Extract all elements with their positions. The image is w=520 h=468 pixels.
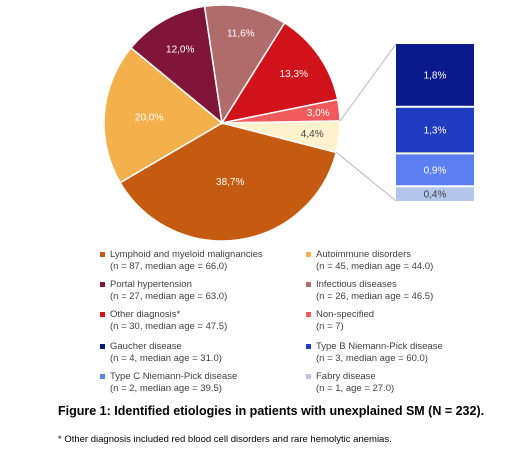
pie-chart: 38,7% 20,0% 12,0% 11,6% 13,3% 3,0% 4,4% 1,8% 1,3… bbox=[103, 4, 474, 242]
figure-footnote: * Other diagnosis included red blood cel… bbox=[58, 434, 392, 445]
legend-label: Lymphoid and myeloid malignancies bbox=[110, 249, 263, 260]
legend-swatch bbox=[100, 374, 105, 379]
legend-label: Type B Niemann-Pick disease bbox=[316, 341, 443, 352]
legend-label: Gaucher disease bbox=[110, 341, 182, 352]
pie-label-portal-hypertension: 12,0% bbox=[166, 45, 194, 56]
legend-detail: (n = 4, median age = 31.0) bbox=[110, 353, 222, 364]
legend-text: Other diagnosis* (n = 30, median age = 47… bbox=[110, 309, 227, 333]
legend-swatch bbox=[306, 312, 311, 317]
figure-caption: Figure 1: Identified etiologies in patie… bbox=[58, 404, 485, 418]
legend-label: Autoimmune disorders bbox=[316, 249, 412, 260]
legend-swatch bbox=[306, 252, 311, 257]
legend-text: Infectious diseases (n = 26, median age =… bbox=[316, 279, 433, 303]
pie-label-autoimmune-disorders: 20,0% bbox=[135, 113, 163, 124]
bar-segment-type-c-niemann-pick-disease bbox=[396, 154, 474, 186]
legend-text: Non-specified (n = 7) bbox=[316, 309, 374, 333]
bar-label-fabry-disease: 0,4% bbox=[424, 190, 447, 201]
connector-line-bottom bbox=[336, 151, 397, 202]
pie-label-lymphoid-and-myeloid-malignancies: 38,7% bbox=[216, 177, 244, 188]
legend-detail: (n = 30, median age = 47.5) bbox=[110, 321, 228, 332]
connector-line-top bbox=[339, 43, 397, 122]
legend-detail: (n = 3, median age = 60.0) bbox=[316, 353, 428, 364]
pie-slice-other-diagnosis bbox=[220, 21, 339, 125]
pie-slice-infectious-diseases bbox=[203, 4, 286, 126]
legend-text: Gaucher disease (n = 4, median age = 31.0… bbox=[110, 341, 222, 365]
legend: Lymphoid and myeloid malignancies (n = 87… bbox=[100, 249, 443, 395]
legend-text: Fabry disease (n = 1, age = 27.0) bbox=[316, 371, 394, 395]
bar-label-type-b-niemann-pick-disease: 1,3% bbox=[424, 126, 447, 137]
legend-text: Autoimmune disorders (n = 45, median age … bbox=[316, 249, 433, 273]
pie-slice-autoimmune-disorders bbox=[103, 46, 224, 184]
legend-label: Non-specified bbox=[316, 309, 375, 320]
pie-label-non-specified: 3,0% bbox=[307, 108, 330, 119]
legend-detail: (n = 26, median age = 46.5) bbox=[316, 291, 434, 302]
legend-label: Other diagnosis* bbox=[110, 309, 181, 320]
legend-swatch bbox=[306, 344, 311, 349]
bar-segment-fabry-disease bbox=[396, 187, 474, 201]
legend-text: Portal hypertension (n = 27, median age =… bbox=[110, 279, 227, 303]
pie-label-infectious-diseases: 11,6% bbox=[227, 28, 255, 39]
bar-segment-type-b-niemann-pick-disease bbox=[396, 107, 474, 153]
legend-swatch bbox=[306, 374, 311, 379]
bar-segment-gaucher-disease bbox=[396, 44, 474, 106]
pie-label-other-see-bar: 4,4% bbox=[301, 129, 324, 140]
bar-label-type-c-niemann-pick-disease: 0,9% bbox=[424, 165, 447, 176]
legend-detail: (n = 1, age = 27.0) bbox=[316, 383, 395, 394]
legend-detail: (n = 87, median age = 66.0) bbox=[110, 261, 228, 272]
legend-swatch bbox=[100, 312, 105, 317]
legend-swatch bbox=[100, 344, 105, 349]
legend-label: Fabry disease bbox=[316, 371, 376, 382]
legend-swatch bbox=[100, 252, 105, 257]
legend-detail: (n = 45, median age = 44.0) bbox=[316, 261, 434, 272]
legend-label: Type C Niemann-Pick disease bbox=[110, 371, 238, 382]
pie-slice-portal-hypertension bbox=[129, 5, 224, 125]
legend-detail: (n = 27, median age = 63.0) bbox=[110, 291, 228, 302]
legend-swatch bbox=[306, 282, 311, 287]
legend-text: Type C Niemann-Pick disease (n = 2, media… bbox=[110, 371, 237, 395]
bar-label-gaucher-disease: 1,8% bbox=[424, 70, 447, 81]
legend-label: Infectious diseases bbox=[316, 279, 397, 290]
legend-label: Portal hypertension bbox=[110, 279, 192, 290]
legend-swatch bbox=[100, 282, 105, 287]
legend-text: Lymphoid and myeloid malignancies (n = 87… bbox=[110, 249, 263, 273]
pie-label-other-diagnosis: 13,3% bbox=[280, 69, 308, 80]
legend-text: Type B Niemann-Pick disease (n = 3, media… bbox=[316, 341, 443, 365]
pie-slice-lymphoid-and-myeloid-malignancies bbox=[119, 122, 338, 242]
legend-detail: (n = 2, median age = 39.5) bbox=[110, 383, 222, 394]
legend-detail: (n = 7) bbox=[316, 321, 344, 332]
